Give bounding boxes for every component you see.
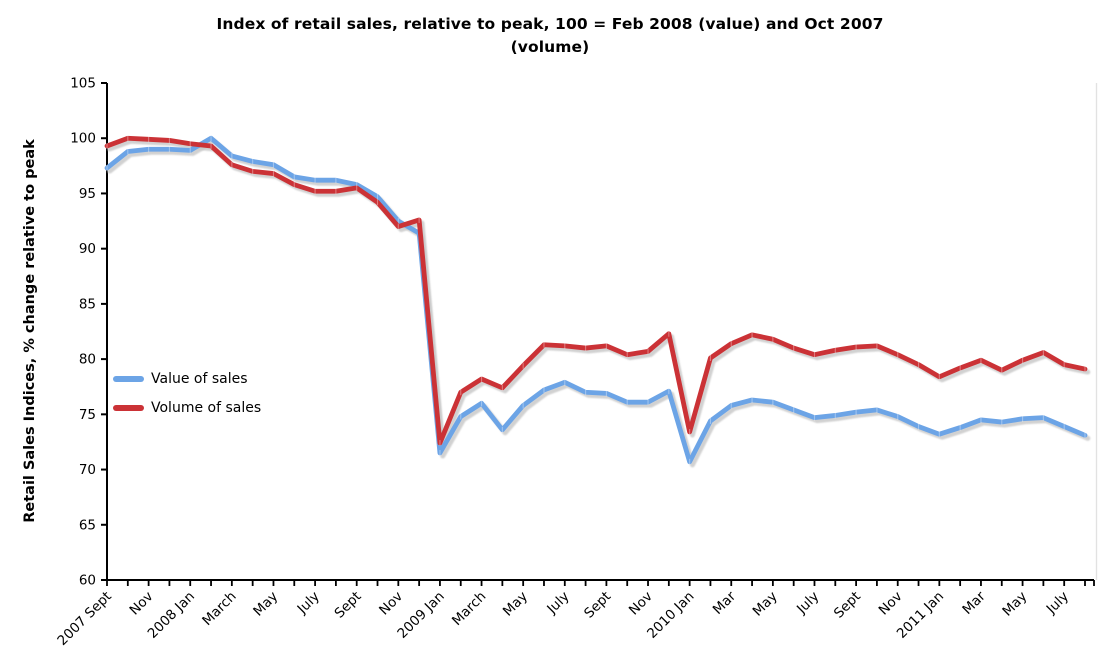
y-tick-label: 80 <box>79 352 96 368</box>
x-tick-label: May <box>750 589 781 620</box>
x-tick-label: May <box>500 589 531 620</box>
legend-swatch-volume-of-sales <box>113 405 144 411</box>
x-tick-label: Mar <box>710 588 740 618</box>
y-tick-label: 90 <box>79 241 96 257</box>
y-axis-title: Retail Sales Indices, % change relative … <box>22 139 38 523</box>
chart-title: Index of retail sales, relative to peak,… <box>0 13 1100 59</box>
y-tick-label: 85 <box>79 296 96 312</box>
x-tick-label: Sept <box>581 589 614 622</box>
legend-label-volume-of-sales: Volume of sales <box>151 400 262 416</box>
x-tick-label: Nov <box>376 589 406 619</box>
x-tick-label: Sept <box>331 589 364 622</box>
legend: Value of sales Volume of sales <box>113 369 261 427</box>
x-tick-label: March <box>199 589 239 629</box>
series-line-value-of-sales <box>104 135 1088 465</box>
x-tick-label: Sept <box>831 589 864 622</box>
x-tick-label: July <box>543 589 572 618</box>
x-tick-label: March <box>449 589 489 629</box>
y-tick-label: 60 <box>79 573 96 589</box>
chart-title-line1: Index of retail sales, relative to peak,… <box>216 15 884 33</box>
chart-title-line2: (volume) <box>510 38 590 56</box>
y-axis: 60 65 70 75 80 85 90 95 100 105 <box>70 76 108 589</box>
series-joints-value-of-sales <box>106 135 1086 465</box>
legend-label-value-of-sales: Value of sales <box>151 371 248 387</box>
y-tick-label: 95 <box>79 186 96 202</box>
y-tick-label: 75 <box>79 407 96 423</box>
series-line-volume-of-sales <box>104 135 1088 446</box>
legend-item-value-of-sales: Value of sales <box>113 369 261 389</box>
x-tick-label: Mar <box>959 588 989 618</box>
y-tick-label: 65 <box>79 517 96 533</box>
y-tick-label: 105 <box>70 76 96 92</box>
x-tick-label: July <box>1043 589 1072 618</box>
x-tick-label: July <box>793 589 822 618</box>
x-tick-label: 2007 Sept <box>54 589 114 649</box>
legend-swatch-value-of-sales <box>113 376 144 382</box>
x-tick-label: May <box>999 589 1030 620</box>
x-tick-label: May <box>250 589 281 620</box>
y-tick-label: 100 <box>70 131 96 147</box>
y-tick-label: 70 <box>79 462 96 478</box>
series-joints-volume-of-sales <box>106 135 1086 447</box>
legend-item-volume-of-sales: Volume of sales <box>113 398 261 418</box>
x-tick-label: Nov <box>126 589 156 619</box>
x-tick-label: Nov <box>626 589 656 619</box>
x-tick-label: Nov <box>876 589 906 619</box>
x-tick-label: July <box>294 589 323 618</box>
